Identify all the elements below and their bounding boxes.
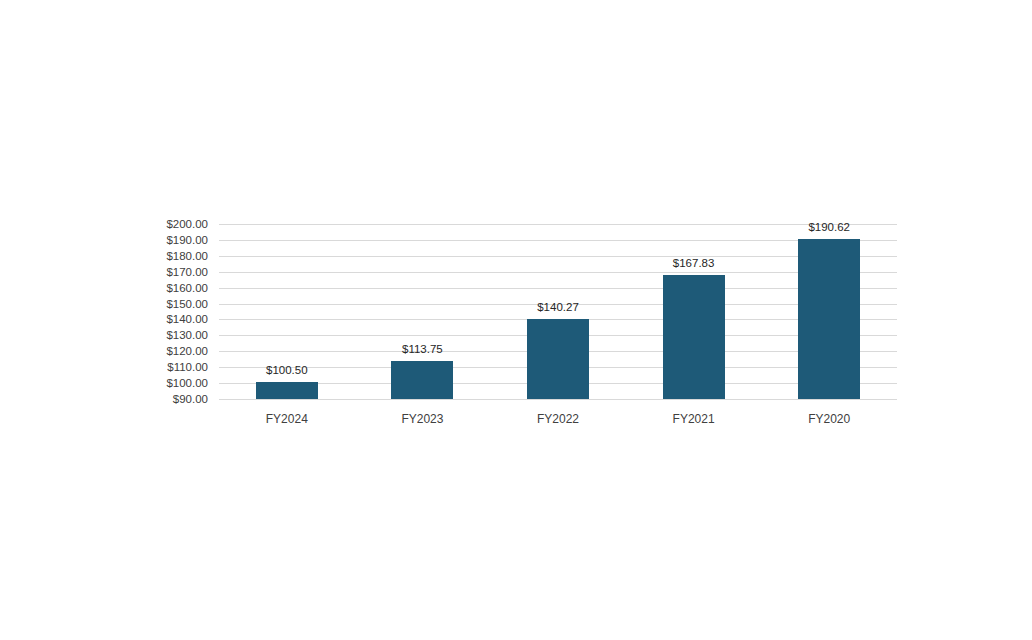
y-tick-label: $150.00 <box>0 297 208 311</box>
gridline <box>219 240 897 241</box>
y-tick-label: $200.00 <box>0 217 208 231</box>
bar-fy2021 <box>663 275 725 399</box>
x-tick-label-fy2024: FY2024 <box>227 412 347 426</box>
data-label-fy2022: $140.27 <box>508 301 608 314</box>
y-tick-label: $120.00 <box>0 344 208 358</box>
data-label-fy2020: $190.62 <box>779 221 879 234</box>
gridline <box>219 272 897 273</box>
x-tick-label-fy2022: FY2022 <box>498 412 618 426</box>
y-tick-label: $180.00 <box>0 249 208 263</box>
bar-fy2024 <box>256 382 318 399</box>
y-tick-label: $90.00 <box>0 392 208 406</box>
x-tick-label-fy2023: FY2023 <box>362 412 482 426</box>
chart-canvas: $100.50 $113.75 $140.27 $167.83 $190.62 $200… <box>0 0 1032 640</box>
x-tick-label-fy2020: FY2020 <box>769 412 889 426</box>
data-label-fy2021: $167.83 <box>644 257 744 270</box>
gridline <box>219 399 897 400</box>
data-label-fy2024: $100.50 <box>237 364 337 377</box>
y-tick-label: $190.00 <box>0 233 208 247</box>
y-tick-label: $140.00 <box>0 312 208 326</box>
bar-fy2023 <box>391 361 453 399</box>
gridline <box>219 256 897 257</box>
y-tick-label: $170.00 <box>0 265 208 279</box>
plot-area: $100.50 $113.75 $140.27 $167.83 $190.62 <box>219 224 897 399</box>
gridline <box>219 288 897 289</box>
bar-fy2022 <box>527 319 589 399</box>
data-label-fy2023: $113.75 <box>372 343 472 356</box>
y-tick-label: $130.00 <box>0 328 208 342</box>
y-tick-label: $160.00 <box>0 281 208 295</box>
bar-fy2020 <box>798 239 860 399</box>
y-tick-label: $110.00 <box>0 360 208 374</box>
x-tick-label-fy2021: FY2021 <box>634 412 754 426</box>
y-tick-label: $100.00 <box>0 376 208 390</box>
